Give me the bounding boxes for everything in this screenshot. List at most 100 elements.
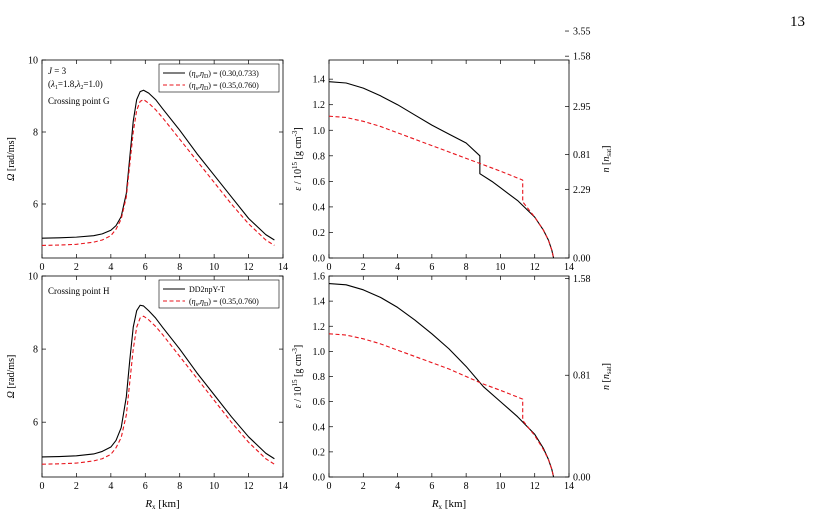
legend-box xyxy=(158,279,280,309)
plot-frame xyxy=(328,275,570,478)
x-tick-label: 6 xyxy=(429,481,434,492)
y-right-tick-label: 1.58 xyxy=(573,274,591,285)
legend-label: (ηs,ηD) = (0.30,0.733) xyxy=(189,69,259,80)
x-tick-label: 4 xyxy=(108,262,113,273)
series-line-dashed xyxy=(42,315,275,465)
y-tick-label: 8 xyxy=(33,128,38,139)
x-tick-label: 0 xyxy=(40,262,45,273)
x-tick-label: 10 xyxy=(209,262,219,273)
legend-box xyxy=(158,63,280,93)
x-tick-label: 0 xyxy=(40,481,45,492)
y-axis-label: Ω [rad/ms] xyxy=(6,137,17,181)
x-tick-label: 0 xyxy=(327,481,332,492)
chart-bottom-right: 0 2 4 6 8 10 12 14 0.0 0.2 0.4 0.6 0.8 1.0 1.2 1.4 1.6 0.… xyxy=(291,27,613,492)
x-tick-label: 2 xyxy=(361,262,366,273)
y-right-tick-label: 0.81 xyxy=(573,371,591,382)
x-tick-label: 12 xyxy=(244,262,254,273)
series-line-solid xyxy=(329,81,555,258)
x-tick-label: 6 xyxy=(143,262,148,273)
annotation-crossing-point: Crossing point H xyxy=(48,286,110,296)
x-tick-label: 6 xyxy=(143,481,148,492)
y-tick-label: 0.6 xyxy=(313,177,326,188)
y-tick-label: 0.0 xyxy=(313,473,326,484)
y-axis-label: Ω [rad/ms] xyxy=(6,355,17,399)
plot-frame xyxy=(328,59,570,259)
y-tick-label: 0.4 xyxy=(313,202,326,213)
y-tick-label: 1.0 xyxy=(313,126,326,137)
y-tick-label: 10 xyxy=(28,272,38,283)
chart-top-right: 0 2 4 6 8 10 12 14 0.0 0.2 0.4 0.6 0.8 1.0 1.2 1.4 0.00 0… xyxy=(291,52,613,273)
y-tick-label: 6 xyxy=(33,418,38,429)
x-tick-label: 8 xyxy=(464,481,469,492)
x-tick-label: 4 xyxy=(395,262,400,273)
x-tick-label: 8 xyxy=(464,262,469,273)
y-tick-label: 0.4 xyxy=(313,422,326,433)
y-tick-label: 1.4 xyxy=(313,297,326,308)
chart-bottom-left: 0 2 4 6 8 10 12 14 6 8 10 Ω [rad/ms] Crossing point … xyxy=(6,272,288,493)
series-line-dashed xyxy=(329,333,555,477)
y-right-tick-label: 2.95 xyxy=(573,102,591,113)
y-tick-label: 0.8 xyxy=(313,151,326,162)
x-tick-label: 2 xyxy=(361,481,366,492)
x-axis-label: Rx [km] xyxy=(144,498,179,511)
y-tick-label: 0.2 xyxy=(313,228,326,239)
y-right-tick-label: 0.00 xyxy=(573,473,591,484)
x-tick-label: 14 xyxy=(278,481,288,492)
series-line-solid xyxy=(42,89,275,241)
x-tick-label: 10 xyxy=(209,481,219,492)
x-tick-label: 6 xyxy=(429,262,434,273)
series-line-dashed xyxy=(42,99,275,246)
y-tick-label: 1.2 xyxy=(313,322,326,333)
y-axis-label: ε / 1015 [g cm-3] xyxy=(291,345,304,408)
y-tick-label: 1.4 xyxy=(313,75,326,86)
annotation-lambda: (λ1=1.8,λ2=1.0) xyxy=(48,79,103,91)
x-tick-label: 14 xyxy=(278,262,288,273)
series-line-solid xyxy=(42,304,275,460)
y-tick-label: 0.8 xyxy=(313,372,326,383)
y-tick-label: 6 xyxy=(33,200,38,211)
y-tick-label: 1.6 xyxy=(313,272,326,283)
x-tick-label: 2 xyxy=(74,481,79,492)
series-line-dashed xyxy=(329,115,555,258)
y-tick-label: 0.2 xyxy=(313,447,326,458)
y-tick-label: 1.2 xyxy=(313,100,326,111)
legend-label: (ηs,ηD) = (0.35,0.760) xyxy=(189,297,259,308)
y-right-axis-label: n [nsat] xyxy=(601,146,613,173)
x-tick-label: 8 xyxy=(177,481,182,492)
x-tick-label: 12 xyxy=(244,481,254,492)
y-tick-label: 0.6 xyxy=(313,397,326,408)
x-tick-label: 4 xyxy=(108,481,113,492)
annotation-crossing-point: Crossing point G xyxy=(48,96,110,106)
series-line-solid xyxy=(329,282,555,477)
plot-frame xyxy=(41,275,284,478)
x-tick-label: 14 xyxy=(564,481,574,492)
x-tick-label: 0 xyxy=(327,262,332,273)
plot-frame xyxy=(41,59,284,259)
chart-top-left: 0 2 4 6 8 10 12 14 6 8 10 Ω [rad/ms] J = 3 (λ1=1.8,λ2… xyxy=(6,56,288,274)
x-tick-label: 12 xyxy=(530,262,540,273)
annotation-j: J = 3 xyxy=(48,66,67,76)
y-right-tick-label: 3.55 xyxy=(573,27,591,38)
legend-label: DD2npY-T xyxy=(189,285,225,294)
x-tick-label: 2 xyxy=(74,262,79,273)
x-tick-label: 8 xyxy=(177,262,182,273)
y-right-axis-label: n [nsat] xyxy=(601,363,613,390)
y-tick-label: 8 xyxy=(33,345,38,356)
x-axis-label: Rx [km] xyxy=(431,498,466,511)
legend-label: (ηs,ηD) = (0.35,0.760) xyxy=(189,81,259,92)
y-tick-label: 0.0 xyxy=(313,254,326,265)
x-tick-label: 14 xyxy=(564,262,574,273)
x-tick-label: 10 xyxy=(495,481,505,492)
y-right-tick-label: 1.58 xyxy=(573,52,591,63)
x-tick-label: 10 xyxy=(495,262,505,273)
y-right-tick-label: 0.00 xyxy=(573,254,591,265)
y-axis-label: ε / 1015 [g cm-3] xyxy=(291,127,304,190)
y-tick-label: 1.0 xyxy=(313,347,326,358)
x-tick-label: 12 xyxy=(530,481,540,492)
y-right-tick-label: 0.81 xyxy=(573,150,591,161)
y-tick-label: 10 xyxy=(28,56,38,67)
x-tick-label: 4 xyxy=(395,481,400,492)
y-right-tick-label: 2.29 xyxy=(573,185,591,196)
page-number: 13 xyxy=(790,14,805,30)
